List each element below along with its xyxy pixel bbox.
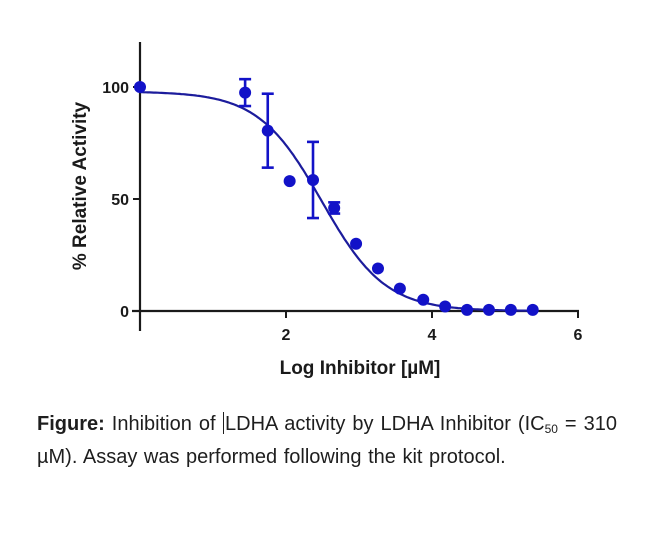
data-point: [261, 124, 274, 137]
x-axis-title: Log Inhibitor [µM]: [280, 358, 441, 379]
data-point: [482, 303, 495, 316]
data-point: [307, 173, 320, 186]
y-tick-label: 50: [111, 192, 129, 209]
caption-text-1: Inhibition of: [104, 413, 223, 435]
x-axis-ticks: 2 4 6: [282, 311, 583, 344]
data-point: [417, 293, 430, 306]
data-point: [439, 300, 452, 313]
caption-text-3: = 310 µM). Assay was performed following…: [37, 413, 617, 468]
data-point: [239, 86, 252, 99]
data-point: [526, 303, 539, 316]
data-point: [283, 175, 296, 188]
dose-response-chart: 0 50 100 2 4 6 Log Inhibitor [µM] % Relative…: [70, 42, 583, 379]
caption-lead: Figure:: [37, 413, 105, 435]
data-point: [461, 303, 474, 316]
y-tick-label: 0: [120, 304, 129, 321]
y-axis-ticks: 0 50 100: [102, 80, 140, 321]
data-point: [350, 237, 363, 250]
data-point: [504, 303, 517, 316]
data-point: [371, 262, 384, 275]
y-axis-title: % Relative Activity: [70, 101, 91, 270]
x-tick-label: 6: [574, 327, 583, 344]
figure-caption: Figure: Inhibition of LDHA activity by L…: [37, 408, 617, 474]
data-point: [328, 201, 341, 214]
text-cursor-mark: [222, 412, 225, 434]
data-point: [134, 81, 146, 93]
y-tick-label: 100: [102, 80, 129, 97]
caption-text-2: LDHA activity by LDHA Inhibitor (IC: [225, 413, 545, 435]
data-point: [393, 282, 406, 295]
caption-subscript: 50: [544, 422, 558, 436]
x-tick-label: 4: [428, 327, 437, 344]
data-markers: [134, 81, 539, 316]
x-tick-label: 2: [282, 327, 291, 344]
